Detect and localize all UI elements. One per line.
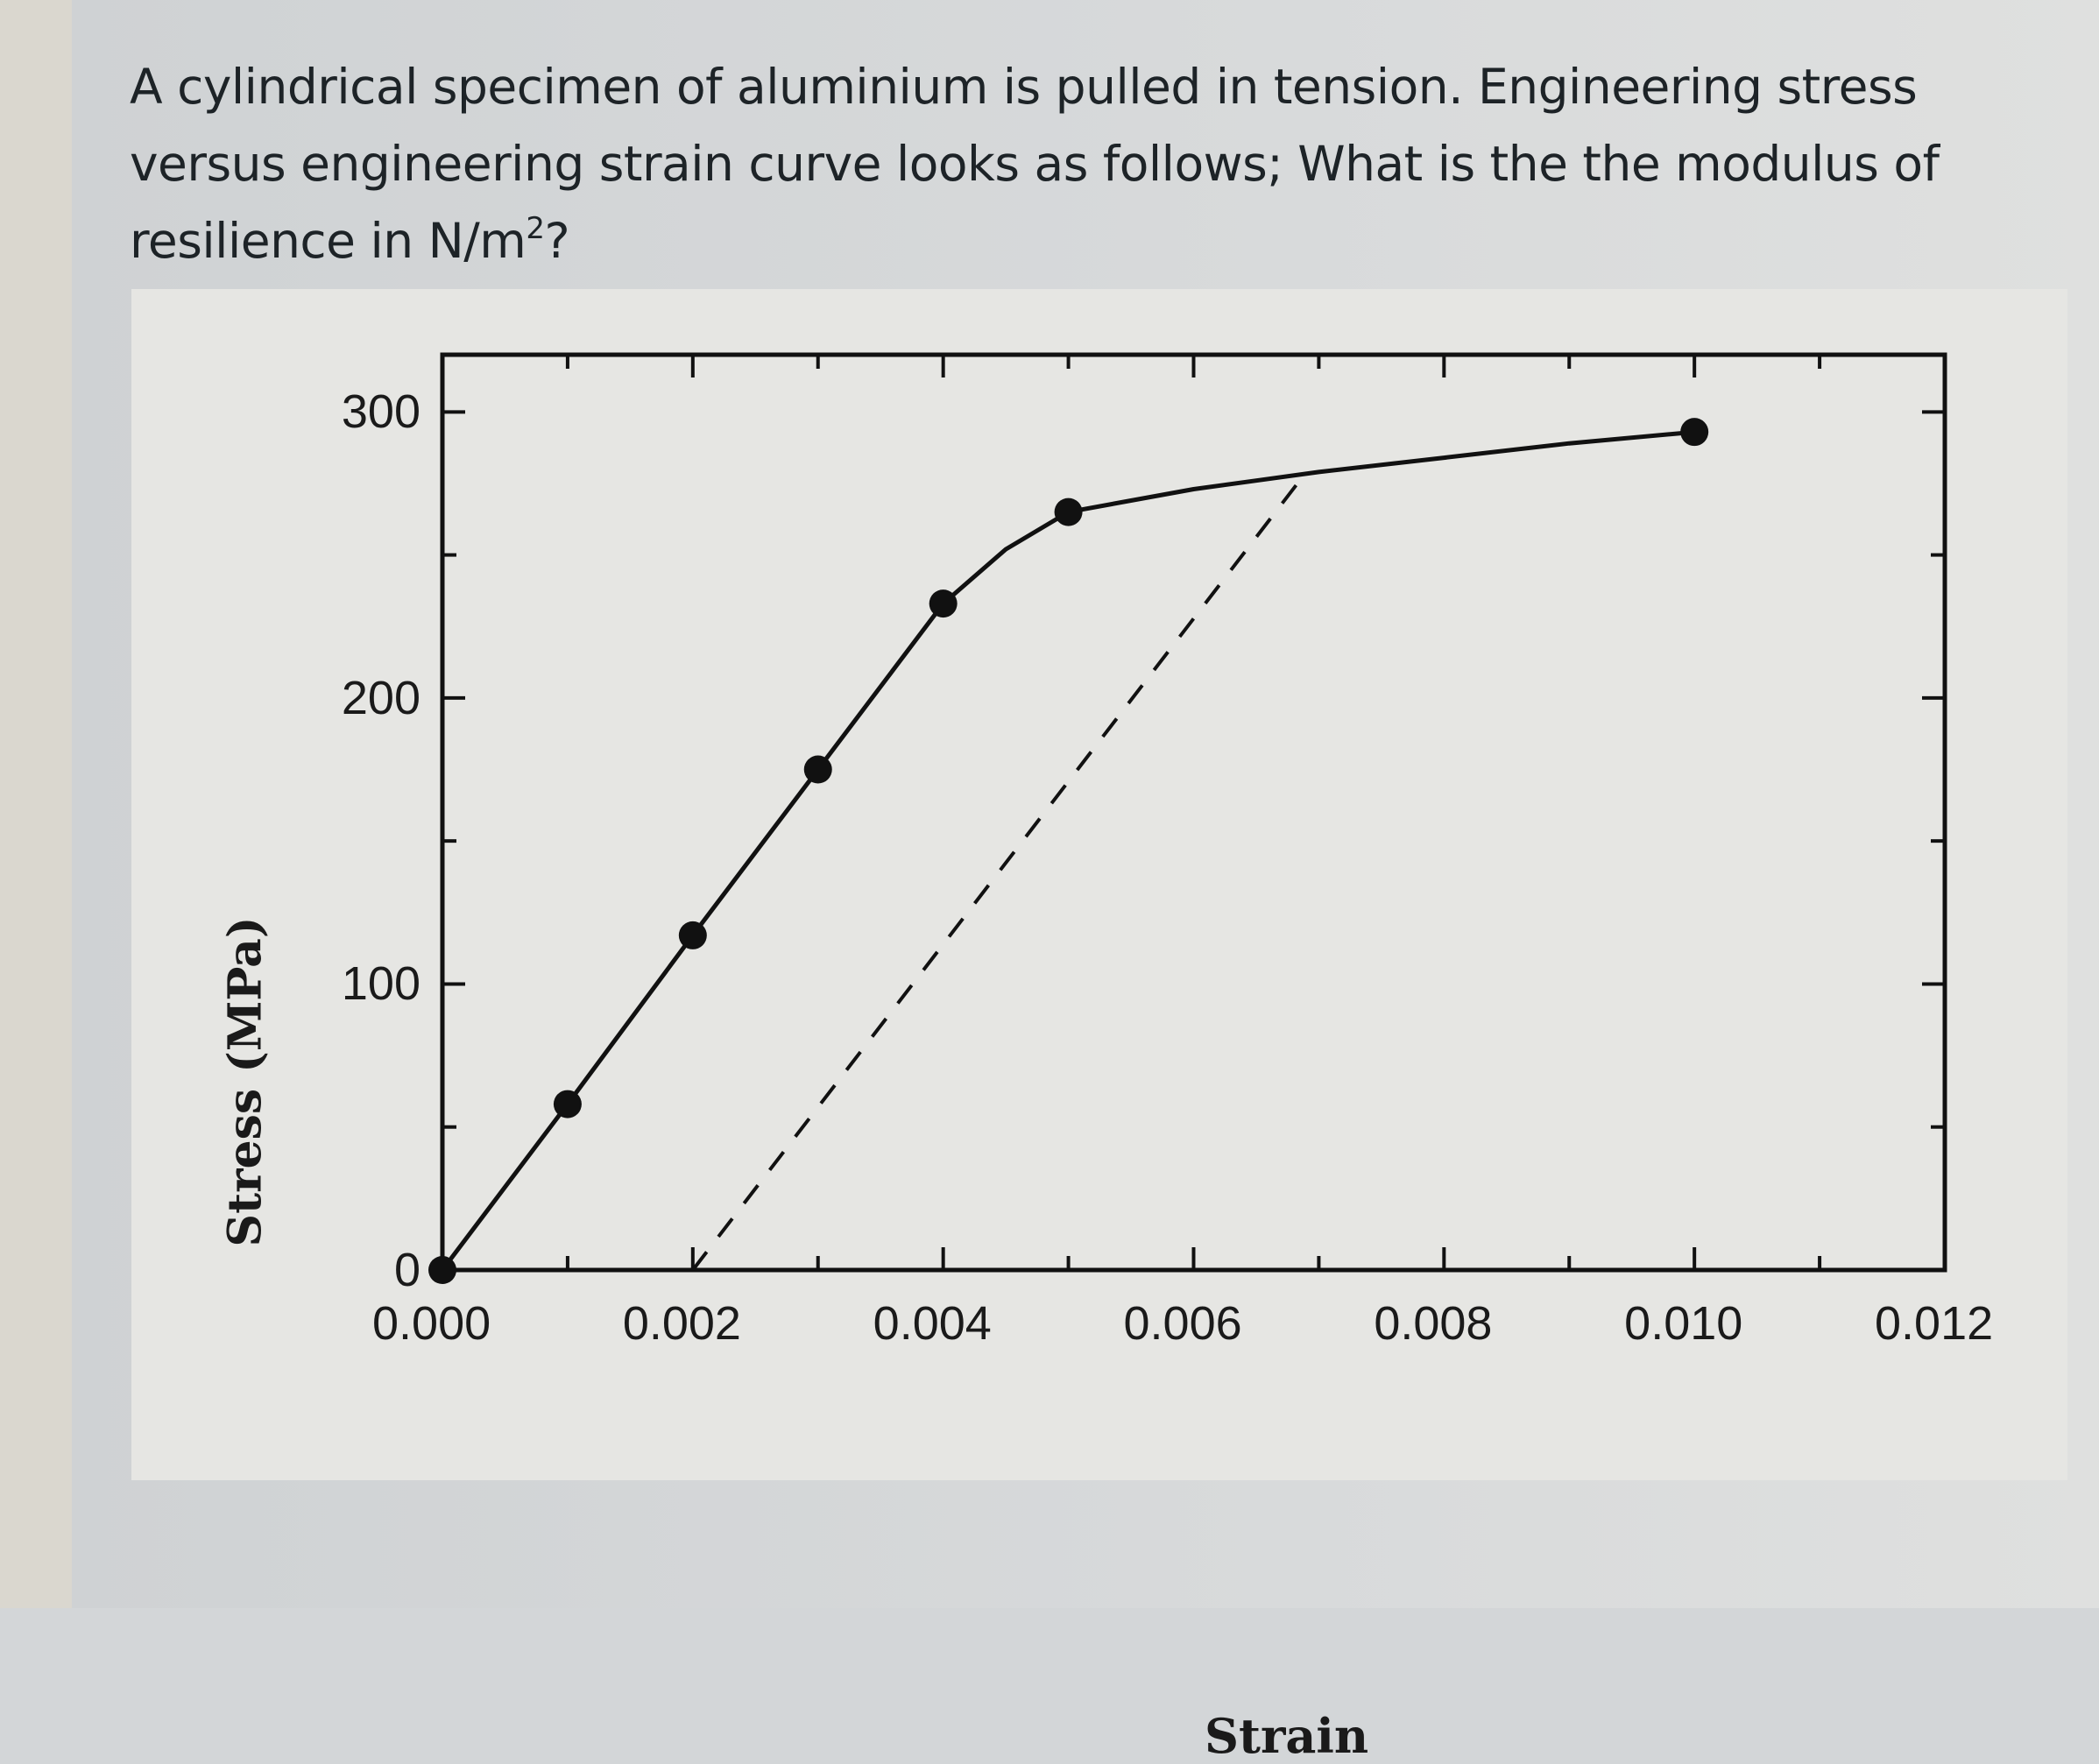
data-point-marker (678, 921, 707, 949)
question-superscript: 2 (526, 211, 545, 246)
question-body: A cylindrical specimen of aluminium is p… (130, 59, 1940, 269)
x-tick-label: 0.008 (1374, 1297, 1493, 1350)
stress-strain-curve (441, 429, 1695, 1272)
y-tick-label: 100 (341, 957, 421, 1011)
x-tick-label: 0.012 (1875, 1297, 1994, 1350)
stress-strain-chart (428, 352, 1947, 1284)
y-tick-label: 300 (341, 385, 421, 439)
y-axis-label: Stress (MPa) (218, 916, 272, 1247)
data-point-marker (1054, 497, 1083, 526)
data-point-marker (1680, 418, 1709, 447)
plot-frame (440, 352, 1947, 1273)
data-point-marker (803, 755, 832, 784)
stress-strain-figure: Stress (MPa) Strain 0.000 0.002 0.004 0.006… (131, 289, 2067, 1764)
data-point-marker (553, 1090, 582, 1118)
question-end: ? (544, 213, 570, 269)
data-point-marker (929, 589, 958, 618)
x-tick-label: 0.004 (873, 1297, 992, 1350)
question-text: A cylindrical specimen of aluminium is p… (130, 48, 2013, 279)
x-tick-label: 0.002 (622, 1297, 741, 1350)
x-tick-label: 0.006 (1123, 1297, 1242, 1350)
y-tick-label: 200 (341, 671, 421, 724)
y-tick-label: 0 (393, 1244, 421, 1296)
screen-bezel (0, 0, 72, 1608)
data-point-marker (428, 1256, 456, 1284)
offset-dashed-line (691, 470, 1308, 1272)
x-tick-label: 0.000 (372, 1297, 491, 1350)
x-axis-label: Strain (1205, 1708, 1369, 1764)
x-tick-label: 0.010 (1624, 1297, 1743, 1350)
